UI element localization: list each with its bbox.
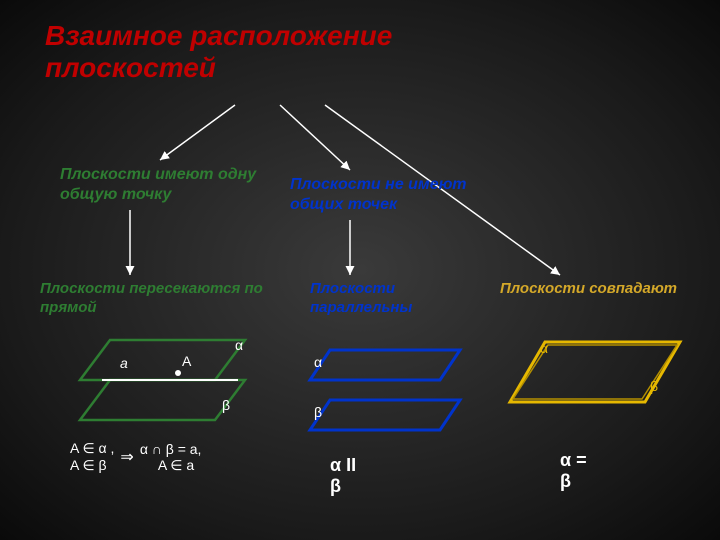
intersect-formula: A ∈ α , A ∈ β ⇒ α ∩ β = a, A ∈ a [70, 440, 290, 474]
pf2: β [330, 476, 356, 497]
coincide-label-beta: β [650, 378, 658, 394]
case-parallel-label: Плоскости параллельны [310, 280, 470, 318]
intersect-label-A: A [182, 353, 191, 369]
diagram-coincide: α β [500, 330, 690, 420]
intersect-label-a: a [120, 355, 128, 371]
cf1: α = [560, 450, 587, 471]
coincide-label-alpha: α [540, 340, 548, 356]
intersect-label-alpha: α [235, 337, 243, 353]
diagram-parallel: α β [300, 340, 470, 450]
slide-stage: Взаимное расположение плоскостей Плоскос… [0, 0, 720, 540]
f-r2: A ∈ a [140, 457, 202, 474]
title-line2: плоскостей [45, 52, 392, 84]
diagram-intersect: a A α β [60, 325, 260, 435]
f-arrow: ⇒ [120, 447, 133, 467]
pf1: α ΙΙ [330, 455, 356, 476]
cf2: β [560, 471, 587, 492]
f-l1: A ∈ α , [70, 440, 114, 457]
case-intersect-label: Плоскости пересекаются по прямой [40, 280, 290, 318]
f-r1: α ∩ β = a, [140, 441, 202, 457]
branch-left-label: Плоскости имеют одну общую точку [60, 165, 260, 205]
intersect-label-beta: β [222, 397, 230, 413]
case-coincide-label: Плоскости совпадают [500, 280, 700, 299]
parallel-formula: α ΙΙ β [330, 455, 356, 497]
parallel-label-beta: β [314, 404, 322, 420]
branch-right-label: Плоскости не имеют общих точек [290, 175, 490, 215]
parallel-label-alpha: α [314, 354, 322, 370]
coincide-formula: α = β [560, 450, 587, 492]
title-line1: Взаимное расположение [45, 20, 392, 52]
slide-title: Взаимное расположение плоскостей [45, 20, 392, 84]
f-l2: A ∈ β [70, 457, 114, 474]
